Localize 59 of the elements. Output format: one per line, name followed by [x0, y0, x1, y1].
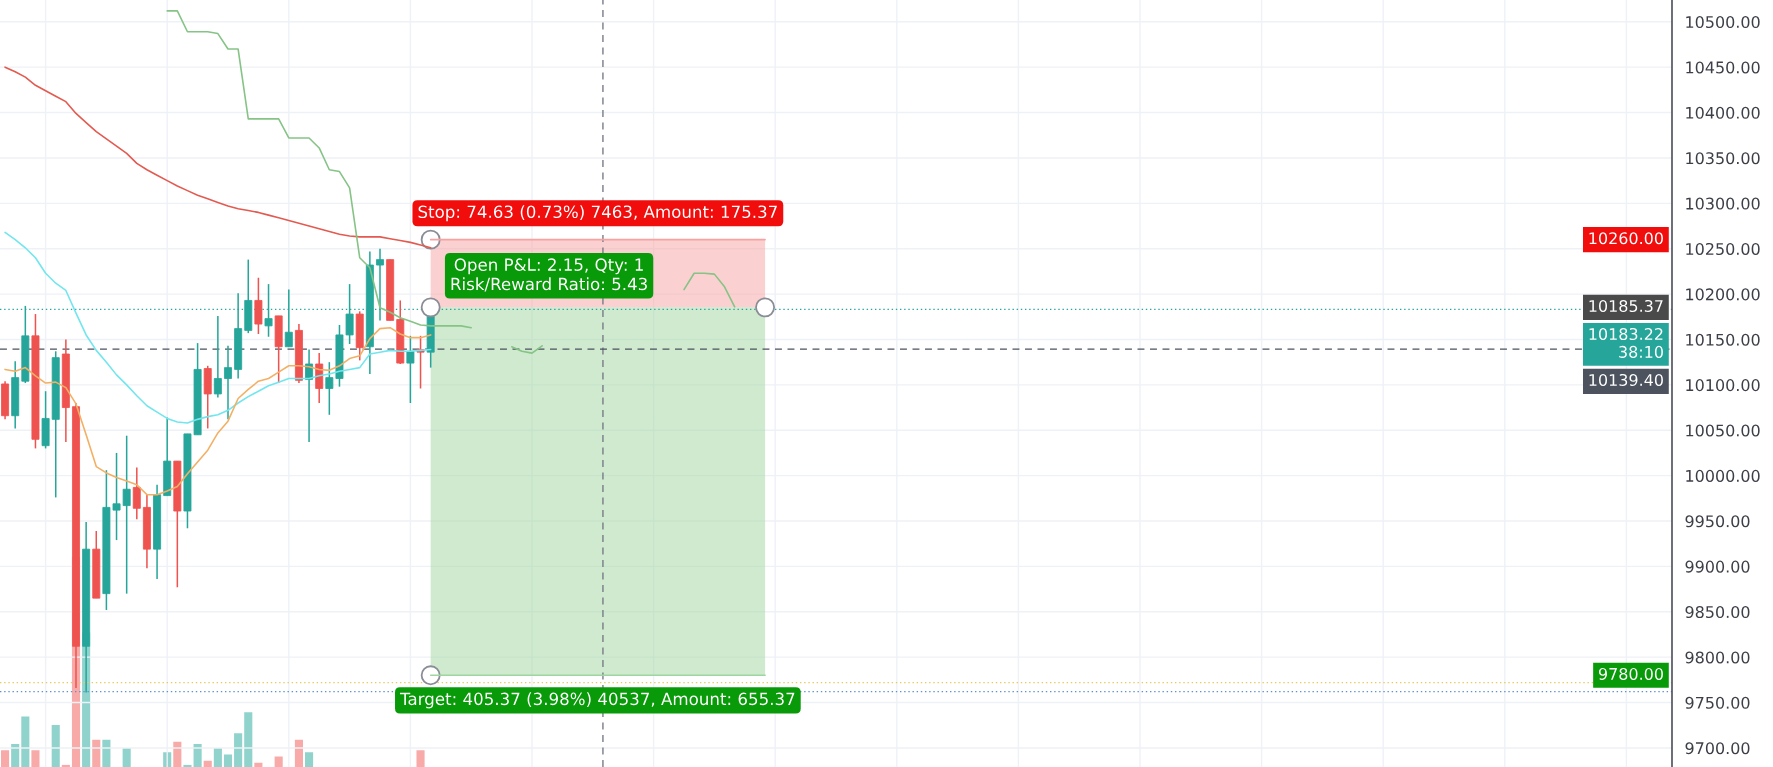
y-tick-label: 10150.00 — [1686, 333, 1760, 346]
y-tick-label: 10500.00 — [1686, 16, 1760, 29]
bar — [416, 750, 425, 767]
y-tick-label: 9800.00 — [1685, 651, 1750, 664]
ref-line-label: 10183.22 38:10 — [1589, 327, 1663, 358]
candlestick — [406, 335, 415, 404]
y-tick-label: 10250.00 — [1686, 242, 1760, 255]
bar — [51, 724, 60, 767]
y-tick-label: 10300.00 — [1686, 197, 1760, 210]
annotation: 10260.00 — [1589, 232, 1663, 245]
bar — [102, 739, 111, 767]
bar — [274, 756, 283, 767]
annotation: Open P&L: 2.15, Qty: 1 Risk/Reward Ratio: 5.43 — [451, 258, 647, 292]
y-tick-label: 10450.00 — [1686, 61, 1760, 74]
bar — [203, 760, 212, 767]
annotation: 10185.37 — [1589, 299, 1663, 313]
annotation: 9780.00 — [1598, 667, 1663, 680]
y-tick-label: 10000.00 — [1686, 469, 1760, 482]
annotation: Stop: 74.63 (0.73%) 7463, Amount: 175.37 — [418, 205, 777, 222]
y-tick-label: 10100.00 — [1686, 379, 1760, 392]
candlestick — [376, 247, 384, 322]
bar — [21, 716, 30, 767]
candlestick — [213, 315, 222, 399]
bar — [1, 750, 10, 767]
bar — [254, 762, 263, 767]
y-tick-label: 10200.00 — [1686, 288, 1760, 301]
y-tick-label: 9750.00 — [1685, 696, 1750, 709]
ref-line-label: 10139.40 — [1589, 373, 1663, 387]
bar — [213, 748, 222, 767]
point — [420, 665, 441, 686]
y-tick-label: 9900.00 — [1685, 560, 1750, 573]
bar — [305, 752, 314, 767]
point — [755, 297, 776, 318]
bar — [122, 748, 131, 767]
bar — [173, 741, 182, 767]
y-tick-label: 10050.00 — [1686, 424, 1760, 437]
bar — [294, 739, 303, 767]
point — [420, 297, 441, 318]
y-tick-label: 10350.00 — [1686, 152, 1760, 165]
annotation: Target: 405.37 (3.98%) 40537, Amount: 655.37 — [399, 692, 795, 709]
candlestick — [305, 348, 314, 443]
candlestick — [224, 345, 232, 421]
bar — [11, 743, 20, 767]
point — [420, 229, 441, 250]
bar — [244, 712, 253, 767]
bar — [223, 754, 233, 767]
bar — [234, 733, 243, 767]
bar — [61, 764, 70, 767]
y-tick-label: 10400.00 — [1686, 106, 1760, 119]
y-tick-label: 9950.00 — [1685, 515, 1750, 528]
y-tick-label: 9850.00 — [1685, 606, 1750, 619]
bar — [183, 764, 192, 767]
bar — [92, 739, 101, 767]
candlestick — [284, 288, 293, 348]
candlestick — [254, 276, 263, 335]
bar — [31, 750, 40, 767]
candlestick — [132, 466, 141, 520]
bar — [193, 743, 202, 767]
y-tick-label: 9700.00 — [1685, 742, 1750, 755]
